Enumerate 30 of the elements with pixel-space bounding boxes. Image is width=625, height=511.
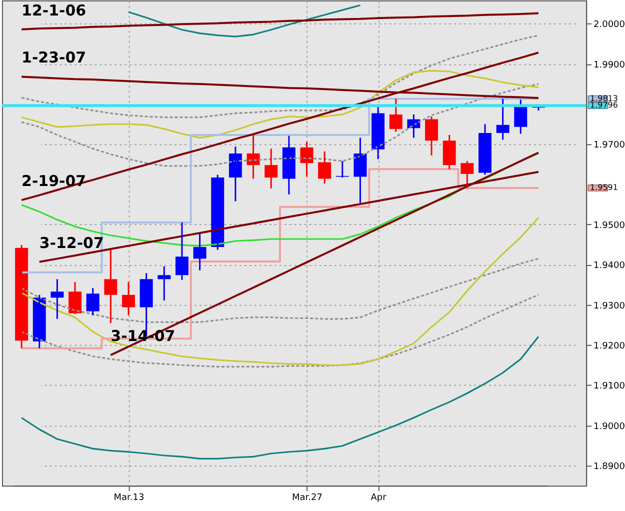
y-tick-label: 1.8900 xyxy=(594,462,625,472)
y-tick-label: 1.9400 xyxy=(594,261,625,272)
y-tick-label: 1.9500 xyxy=(594,221,625,232)
line-series xyxy=(128,4,362,38)
y-tick-label: 1.9300 xyxy=(594,301,625,312)
line-series xyxy=(20,216,540,366)
x-tick-label: Apr xyxy=(370,493,387,504)
line-series xyxy=(20,34,540,118)
candlestick xyxy=(86,287,100,316)
text: 1.9591 xyxy=(590,182,618,192)
candlestick xyxy=(460,160,474,189)
x-tick-label: Mar.27 xyxy=(292,493,322,504)
series-label: 3-12-07 xyxy=(39,234,104,252)
y-tick-label: 1.9000 xyxy=(594,422,625,432)
y-tick-label: 1.9900 xyxy=(594,60,625,70)
y-tick-label: 1.9100 xyxy=(594,382,625,392)
line-series xyxy=(20,152,540,247)
line-series xyxy=(20,258,540,323)
y-tick-label: 2.0000 xyxy=(594,20,625,30)
line-series xyxy=(20,70,540,139)
series-label: 1-23-07 xyxy=(22,48,86,67)
candlestick xyxy=(104,249,118,324)
x-tick-label: Mar.13 xyxy=(114,493,144,504)
y-tick-label: 1.9200 xyxy=(594,342,625,352)
line-series xyxy=(20,294,540,368)
series-label: 2-19-07 xyxy=(22,172,86,190)
line-series xyxy=(20,52,540,202)
text: 1.9813 xyxy=(590,94,618,103)
series-label: 12-1-06 xyxy=(22,1,86,20)
y-tick-label: 1.9700 xyxy=(594,140,625,151)
